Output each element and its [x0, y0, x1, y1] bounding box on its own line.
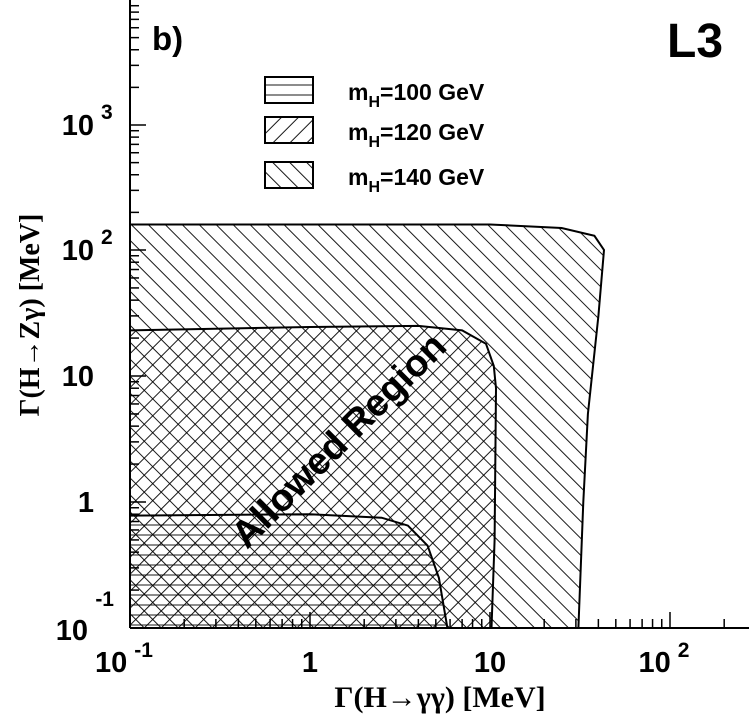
legend-swatch-diagonal-down: [264, 161, 314, 189]
x-tick-label: 10 2: [639, 639, 690, 679]
axes: [129, 0, 749, 629]
x-tick-label: 10: [474, 647, 506, 679]
legend-label: mH=140 GeV: [348, 164, 485, 196]
x-tick-label: 1: [302, 647, 318, 679]
y-tick-label: 10: [62, 361, 94, 393]
panel-label: b): [152, 20, 183, 57]
y-tick-label: 10: [62, 110, 94, 142]
legend-label: mH=100 GeV: [348, 79, 485, 111]
allowed-regions: [130, 223, 606, 628]
legend: mH=100 GeV mH=120 GeV mH=140 GeV: [264, 76, 485, 196]
region-horizontal: [130, 513, 449, 628]
x-tick-label-exponent: -1: [134, 639, 153, 662]
y-axis-title: Γ(H→Zγ) [MeV]: [15, 214, 46, 417]
legend-swatch-horizontal: [264, 76, 314, 104]
legend-label: mH=120 GeV: [348, 119, 485, 151]
x-tick-label-exponent: 2: [678, 639, 690, 662]
y-tick-label-exponent: -1: [95, 588, 114, 611]
x-tick-label: 10 -1: [95, 639, 153, 679]
y-tick-label: 1: [78, 487, 94, 519]
y-tick-label: 10: [62, 235, 94, 267]
axis-ticks: [129, 4, 725, 629]
y-tick-label: 10: [56, 615, 88, 647]
legend-swatch-diagonal-up: [264, 116, 314, 144]
experiment-label: L3: [667, 15, 723, 68]
y-tick-label-exponent: 3: [101, 101, 113, 124]
y-tick-label-exponent: 2: [101, 226, 113, 249]
x-axis-title: Γ(H→γγ) [MeV]: [334, 681, 545, 714]
